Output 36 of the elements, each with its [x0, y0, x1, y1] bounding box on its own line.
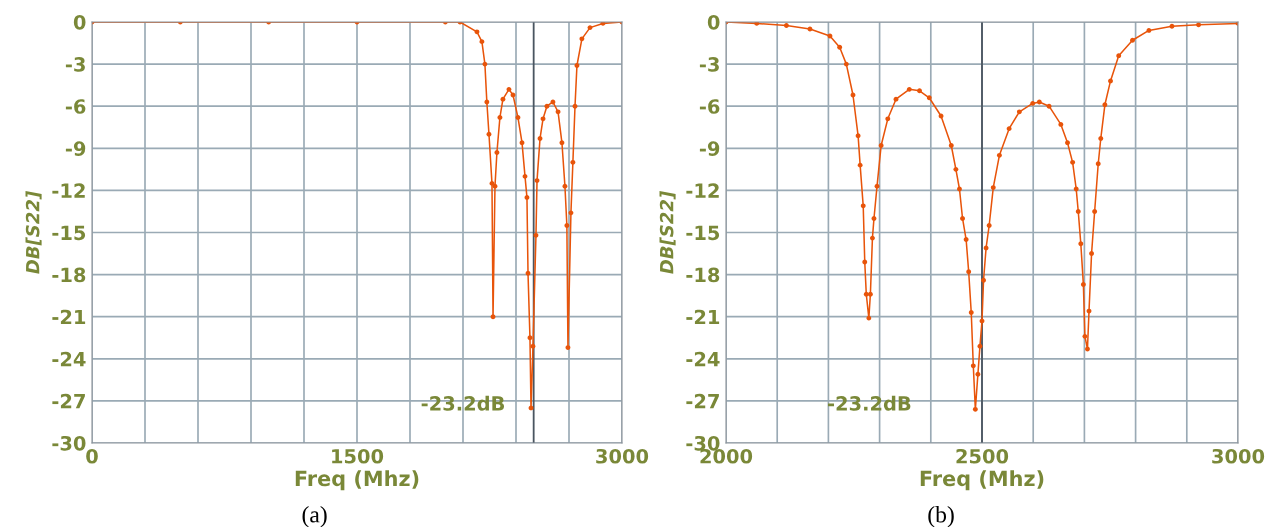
y-tick-label: -12 — [52, 183, 85, 198]
x-tick-label: 2500 — [956, 448, 1009, 464]
text: (b) — [928, 505, 954, 527]
y-tick-label: -27 — [686, 393, 719, 409]
x-tick-label: 3000 — [1212, 448, 1265, 464]
y-tick-label: -18 — [686, 267, 720, 283]
text: (a) — [302, 505, 327, 527]
x-axis-title: Freq (Mhz) — [295, 470, 419, 491]
y-tick-label: -21 — [686, 309, 720, 325]
y-tick-label: -15 — [52, 225, 86, 241]
y-tick-label: -6 — [699, 99, 720, 114]
y-tick-label: -6 — [65, 99, 86, 114]
x-tick-label: 1500 — [332, 448, 384, 464]
y-tick-label: -27 — [52, 393, 85, 409]
y-tick-label: -3 — [65, 57, 85, 72]
x-tick-label: 2000 — [700, 448, 753, 464]
y-tick-label: -18 — [52, 267, 86, 283]
annotation: -23.2dB — [421, 395, 505, 411]
y-tick-label: -12 — [686, 183, 719, 198]
y-axis-title: DB[S22] — [25, 190, 42, 274]
y-tick-label: -9 — [699, 141, 720, 156]
annotation: -23.2dB — [828, 395, 911, 411]
y-axis-title: DB[S22] — [659, 190, 676, 274]
y-tick-label: 0 — [707, 14, 720, 30]
y-tick-label: -24 — [686, 351, 720, 367]
x-tick-label: 0 — [86, 448, 98, 464]
y-tick-label: -15 — [686, 225, 720, 241]
y-tick-label: -9 — [65, 141, 86, 156]
y-tick-label: -24 — [52, 351, 86, 367]
y-tick-label: -30 — [686, 435, 720, 451]
x-tick-label: 3000 — [596, 448, 649, 464]
y-tick-label: -30 — [52, 435, 86, 451]
y-tick-label: -3 — [699, 57, 719, 72]
x-axis-title: Freq (Mhz) — [920, 470, 1044, 491]
y-tick-label: 0 — [73, 14, 86, 30]
y-tick-label: -21 — [52, 309, 86, 325]
